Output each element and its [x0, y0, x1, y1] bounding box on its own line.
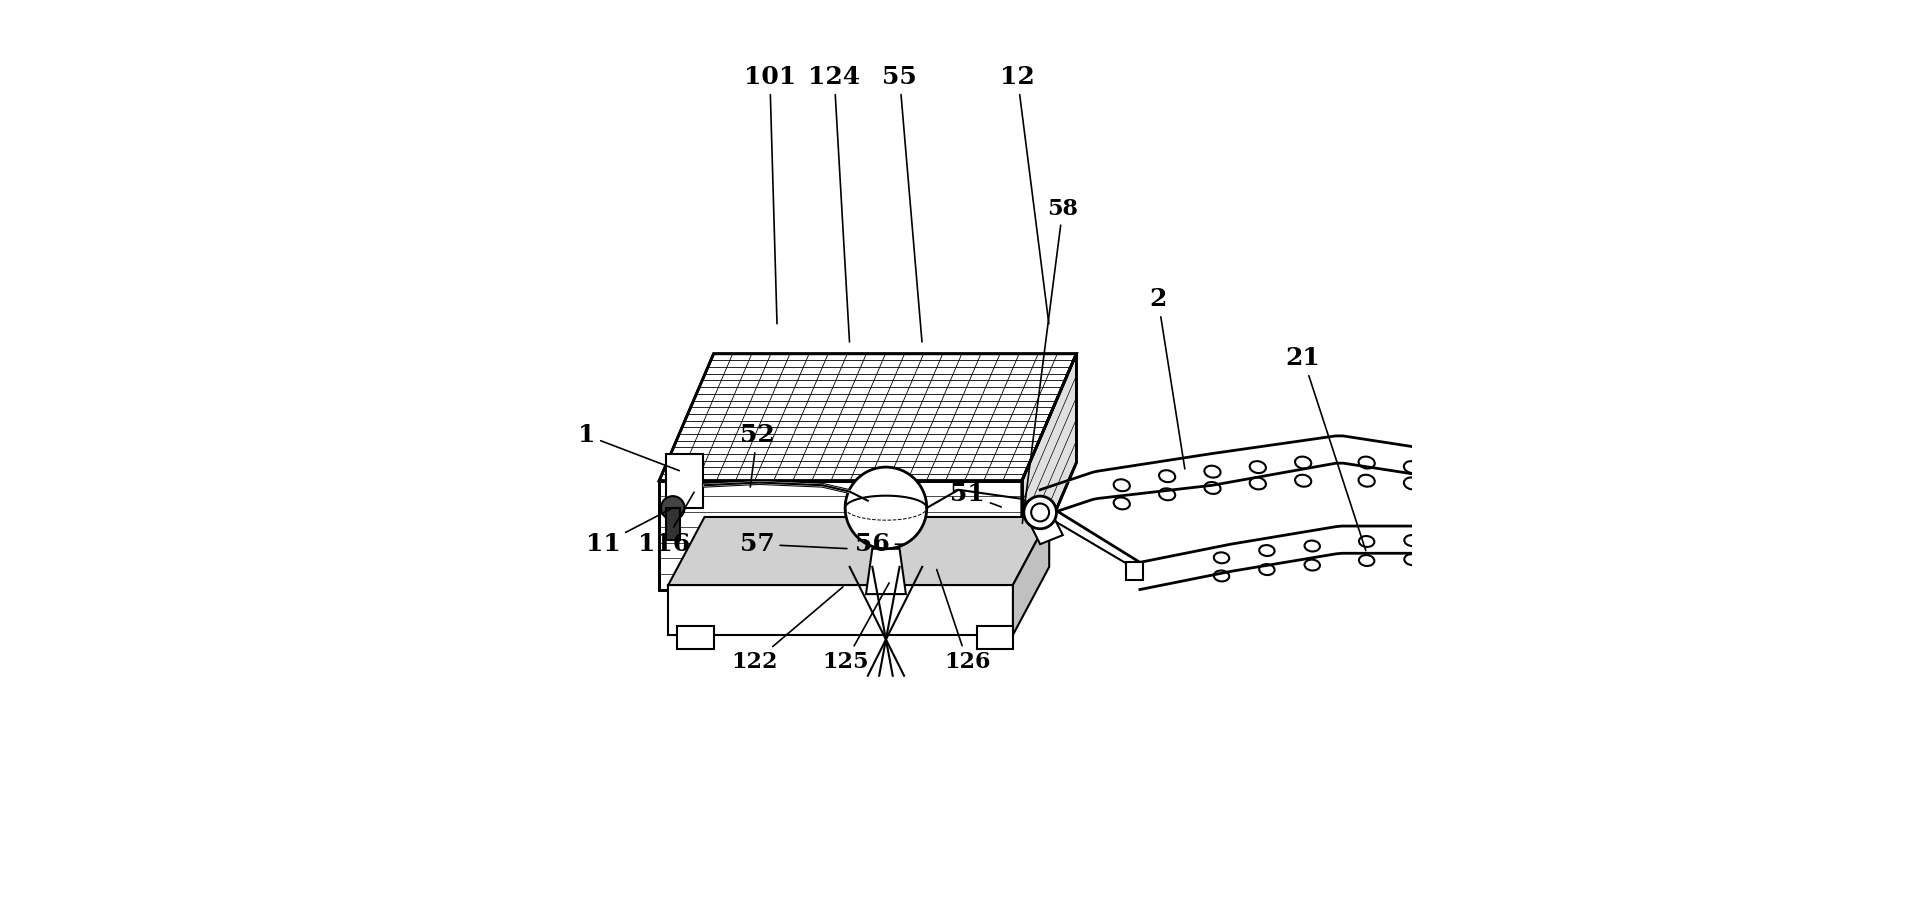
Bar — [667, 454, 704, 508]
Text: 12: 12 — [1001, 65, 1049, 324]
Text: 2: 2 — [1150, 288, 1185, 469]
Circle shape — [1024, 496, 1056, 529]
Text: 125: 125 — [822, 583, 889, 673]
Bar — [677, 626, 713, 649]
Text: 122: 122 — [730, 587, 843, 673]
Polygon shape — [669, 585, 1012, 635]
Polygon shape — [669, 517, 1049, 585]
Text: 56: 56 — [855, 532, 907, 556]
Bar — [665, 508, 681, 540]
Circle shape — [845, 467, 926, 549]
Text: 57: 57 — [740, 532, 847, 556]
Polygon shape — [659, 481, 1022, 590]
Text: 101: 101 — [744, 65, 796, 324]
Text: 55: 55 — [882, 65, 922, 342]
Text: 124: 124 — [809, 65, 861, 342]
Polygon shape — [659, 354, 1077, 481]
Text: 51: 51 — [951, 483, 1001, 507]
Text: 11: 11 — [585, 509, 671, 556]
Bar — [1127, 562, 1143, 580]
Bar — [976, 626, 1012, 649]
Circle shape — [661, 496, 684, 520]
Text: 58: 58 — [1022, 198, 1077, 523]
Text: 21: 21 — [1286, 346, 1365, 551]
Polygon shape — [1012, 517, 1049, 635]
Polygon shape — [866, 549, 907, 594]
Polygon shape — [1022, 354, 1077, 590]
Polygon shape — [1031, 517, 1062, 544]
Text: 1: 1 — [577, 424, 679, 471]
Text: 126: 126 — [937, 570, 991, 673]
Text: 52: 52 — [740, 424, 774, 487]
Text: 116: 116 — [638, 493, 694, 556]
